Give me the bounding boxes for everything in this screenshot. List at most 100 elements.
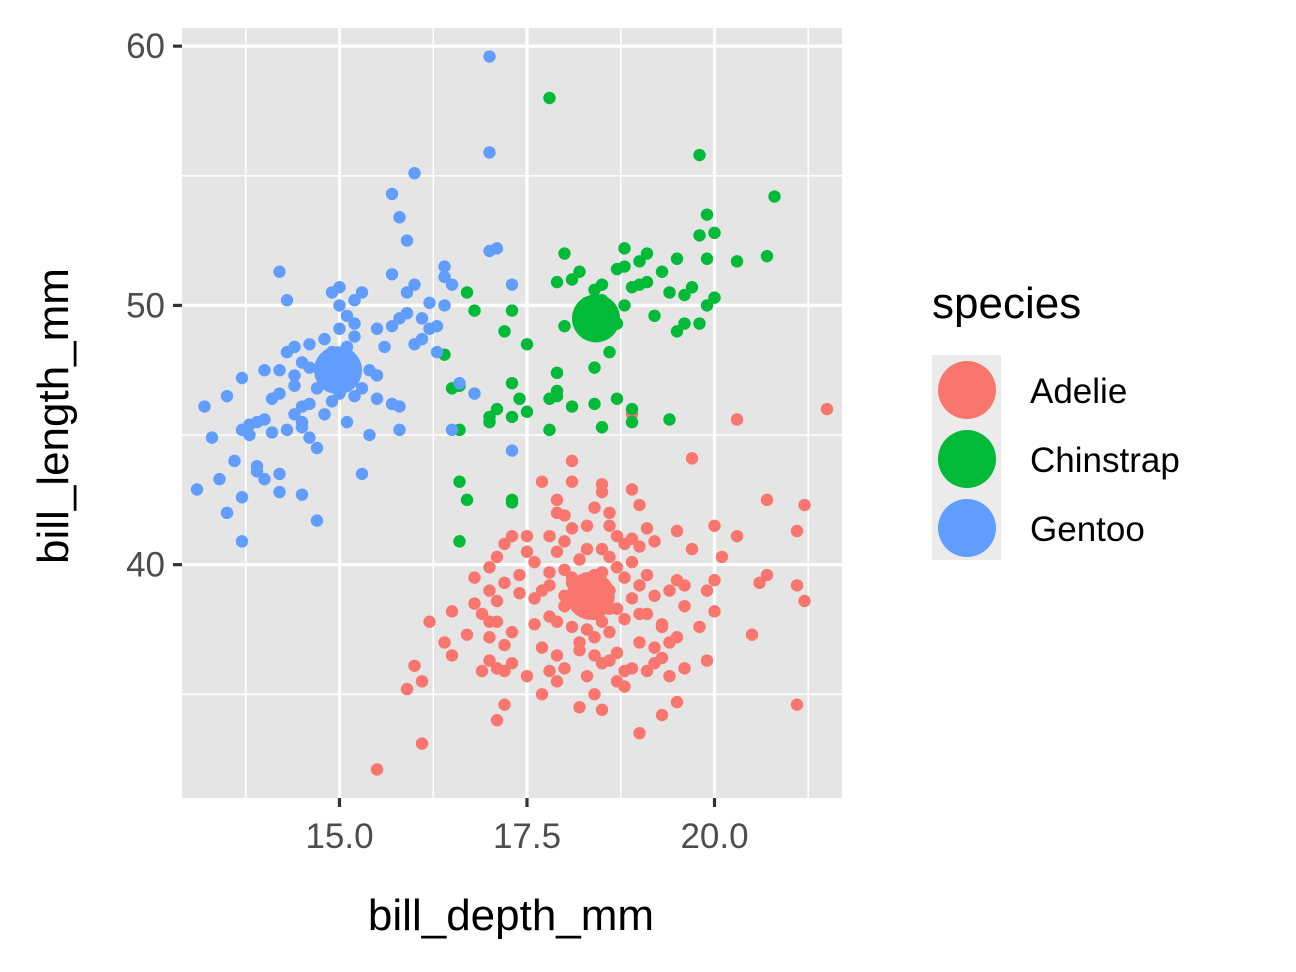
point-gentoo	[258, 413, 271, 426]
point-gentoo	[348, 389, 361, 403]
point-adelie	[573, 636, 586, 649]
point-adelie	[535, 475, 549, 488]
point-gentoo	[483, 50, 496, 63]
point-adelie	[640, 568, 654, 582]
point-chinstrap	[700, 299, 714, 312]
point-adelie	[535, 584, 549, 597]
point-chinstrap	[543, 423, 556, 437]
point-adelie	[670, 631, 684, 644]
point-gentoo	[385, 268, 399, 281]
point-chinstrap	[505, 493, 519, 507]
point-adelie	[423, 615, 436, 628]
point-gentoo	[258, 472, 271, 486]
point-chinstrap	[670, 325, 684, 338]
point-adelie	[730, 529, 744, 543]
point-gentoo	[250, 459, 264, 473]
point-gentoo	[363, 428, 376, 442]
point-adelie	[760, 568, 774, 582]
point-gentoo	[430, 345, 444, 359]
point-chinstrap	[550, 366, 564, 380]
point-adelie	[625, 532, 639, 545]
x-axis-title: bill_depth_mm	[368, 891, 654, 940]
y-axis: 40 50 60	[126, 27, 182, 585]
point-chinstrap	[760, 249, 774, 263]
point-adelie	[528, 592, 541, 605]
point-adelie	[535, 688, 549, 701]
point-gentoo	[445, 423, 459, 437]
centroid-gentoo	[314, 346, 362, 395]
point-chinstrap	[693, 229, 706, 242]
point-gentoo	[303, 397, 316, 411]
point-chinstrap	[468, 304, 481, 317]
point-chinstrap	[625, 402, 639, 416]
point-chinstrap	[483, 410, 496, 424]
point-chinstrap	[678, 317, 691, 330]
point-adelie	[760, 493, 774, 507]
point-adelie	[670, 695, 684, 709]
point-chinstrap	[498, 325, 511, 338]
point-chinstrap	[513, 392, 526, 405]
point-adelie	[820, 402, 834, 416]
point-adelie	[745, 628, 759, 641]
point-gentoo	[288, 369, 301, 382]
point-adelie	[633, 579, 646, 592]
point-adelie	[550, 493, 564, 507]
point-adelie	[588, 688, 601, 701]
point-adelie	[648, 589, 661, 602]
point-chinstrap	[505, 410, 519, 424]
centroid-markers	[314, 294, 620, 620]
legend-label-adelie: Adelie	[1030, 372, 1127, 411]
point-adelie	[633, 726, 646, 740]
point-gentoo	[220, 506, 234, 520]
point-adelie	[543, 529, 556, 543]
major-gridlines	[182, 28, 842, 798]
point-gentoo	[198, 400, 211, 413]
point-adelie	[483, 561, 496, 574]
point-chinstrap	[633, 255, 646, 268]
point-adelie	[610, 675, 624, 688]
legend-key-adelie	[938, 361, 996, 419]
legend-key-chinstrap	[938, 430, 996, 488]
point-gentoo	[340, 415, 354, 429]
y-axis-title: bill_length_mm	[29, 268, 78, 564]
point-adelie	[565, 475, 579, 488]
point-gentoo	[333, 299, 346, 312]
point-adelie	[633, 540, 646, 553]
point-chinstrap	[520, 338, 534, 351]
point-gentoo	[430, 319, 444, 333]
point-adelie	[663, 584, 676, 597]
point-chinstrap	[768, 190, 781, 203]
point-chinstrap	[588, 397, 601, 411]
point-adelie	[460, 628, 474, 641]
point-chinstrap	[640, 275, 654, 289]
point-gentoo	[438, 299, 451, 312]
point-adelie	[490, 594, 504, 608]
point-gentoo	[490, 242, 504, 255]
point-gentoo	[355, 382, 369, 395]
point-adelie	[708, 574, 721, 587]
point-adelie	[573, 701, 586, 714]
point-gentoo	[438, 270, 451, 284]
point-gentoo	[385, 319, 399, 333]
point-chinstrap	[490, 402, 504, 416]
point-chinstrap	[565, 273, 579, 286]
point-gentoo	[423, 296, 436, 310]
point-chinstrap	[618, 299, 631, 312]
point-adelie	[708, 605, 721, 618]
point-adelie	[685, 542, 699, 556]
point-adelie	[753, 576, 766, 590]
point-adelie	[520, 529, 534, 543]
point-adelie	[370, 763, 384, 776]
point-gentoo	[408, 278, 421, 291]
point-adelie	[610, 529, 624, 543]
point-adelie	[595, 703, 609, 717]
point-gentoo	[288, 340, 301, 354]
point-gentoo	[415, 312, 429, 325]
point-adelie	[595, 542, 609, 556]
point-adelie	[603, 550, 616, 564]
point-gentoo	[505, 444, 519, 457]
point-adelie	[498, 576, 511, 590]
point-adelie	[648, 535, 661, 548]
point-chinstrap	[663, 286, 676, 299]
